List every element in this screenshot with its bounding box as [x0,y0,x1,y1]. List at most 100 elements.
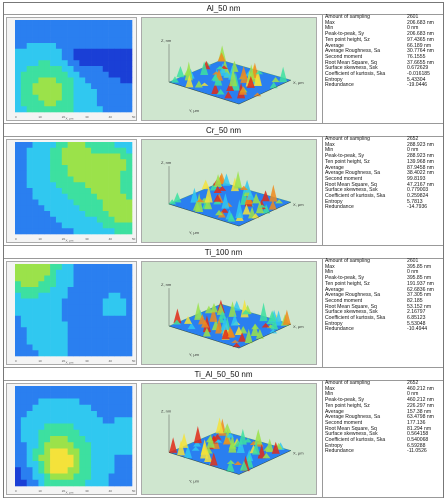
stat-line: Surface skewness, Ssk 0.564158 [325,432,445,438]
svg-text:20: 20 [62,489,66,493]
stat-line: Max 460.212 nm [325,385,445,393]
surface-3d: Z, nm Y, μm X, μm [161,38,304,113]
stat-value: 157.38 nm [407,408,432,415]
stat-value: 30.7764 nm [407,48,434,55]
statistics-panel: Amount of sampling 2652 Max 288.923 nm Min 0 … [322,136,445,245]
stat-value: 53.152 nm [407,303,432,310]
stat-label: Peak-to-peak, Sy [325,31,365,38]
stat-value: -0.016185 [407,71,430,78]
stat-label: Average [325,286,344,293]
stat-value: -19.0446 [407,82,428,89]
stat-line: Average 157.38 nm [325,408,445,416]
stat-line: Coefficient of kurtosis, Ska 0.540068 [325,437,445,444]
heatmap-2d: 0 10 20 30 40 50 X, μm [7,384,136,494]
stat-line: Average 66.189 nm [325,42,445,50]
stat-value: -11.0526 [407,448,427,455]
stat-line: Min 0 nm [325,270,445,276]
stat-value: 0.540068 [407,437,429,444]
stat-line: Second moment 177.136 [325,419,445,427]
stat-label: Second moment [325,419,363,426]
stat-value: 6.85123 [407,315,426,322]
stat-line: Second moment 82.185 [325,297,445,305]
stat-value: 191.937 nm [407,280,434,287]
svg-text:40: 40 [109,359,113,363]
stat-line: Ten point height, Sz 139.968 nm [325,158,445,166]
stat-value: 460.212 nm [407,397,434,404]
stat-value: 288.923 nm [407,141,434,148]
y-axis-label: Y, μm [189,108,200,113]
stat-value: 63.4798 nm [407,414,434,421]
stat-value: 37.6655 nm [407,59,434,66]
stat-label: Root Mean Square, Sq [325,303,377,310]
svg-text:10: 10 [38,237,42,241]
z-axis-label: Z, nm [161,409,172,414]
stat-line: Amount of sampling 2652 [325,136,445,143]
stat-value: 37.305 nm [407,292,432,299]
stat-value: 87.9458 nm [407,164,434,171]
sample-row: 0 10 20 30 40 50 X, μm Z, nm Y, μm X, μm Amount of… [4,258,445,368]
stat-label: Surface skewness, Ssk [325,309,378,316]
z-axis-label: Z, nm [161,38,172,43]
stat-line: Max 288.923 nm [325,141,445,149]
stat-line: Redundance -14.7936 [325,205,445,211]
stat-line: Root Mean Square, Sq 81.294 nm [325,425,445,433]
x-axis-label: X, μm [293,324,304,329]
stat-line: Min 0 nm [325,26,445,32]
stat-label: Surface skewness, Ssk [325,431,378,438]
stat-value: 99.8193 [407,175,426,182]
stat-line: Peak-to-peak, Sy 288.923 nm [325,153,445,160]
stat-label: Second moment [325,53,363,60]
x-axis-label: X, μm [293,451,304,456]
x-axis-label: X, μm [293,202,304,207]
x-axis-label: X, μm [66,361,74,365]
heatmap-panel: 0 10 20 30 40 50 X, μm [6,139,137,243]
y-axis-label: Y, μm [189,352,200,357]
svg-text:0: 0 [15,115,17,119]
x-axis-label: X, μm [293,80,304,85]
stat-line: Entropy 5.43304 [325,77,445,84]
stat-line: Ten point height, Sz 191.937 nm [325,280,445,288]
stat-line: Second moment 76.1555 [325,53,445,61]
stat-line: Surface skewness, Ssk 2.16797 [325,310,445,316]
stat-label: Min [325,269,334,276]
stat-value: 66.189 nm [407,42,432,49]
stat-line: Amount of sampling 2601 [325,14,445,21]
sample-row: 0 10 20 30 40 50 X, μm Z, nm Y, μm X, μm Amount of… [4,136,445,246]
svg-text:50: 50 [132,237,136,241]
stat-value: 460.212 nm [407,385,434,392]
stat-value: 2652 [407,136,419,142]
surface-3d: Z, nm Y, μm X, μm [161,409,304,484]
stat-label: Coefficient of kurtosis, Ska [325,315,386,322]
sample-title: Al_50 nm [4,3,443,15]
stat-value: 2601 [407,14,419,20]
stat-label: Max [325,263,335,270]
stat-label: Redundance [325,448,354,455]
stat-line: Coefficient of kurtosis, Ska 0.259824 [325,193,445,200]
stat-label: Amount of sampling [325,136,371,142]
svg-text:30: 30 [85,489,89,493]
svg-text:30: 30 [85,237,89,241]
stat-label: Max [325,19,335,26]
stat-value: 5.7813 [407,198,423,205]
svg-text:10: 10 [38,359,42,363]
stat-value: 0.672629 [407,65,429,72]
stat-value: 0 nm [407,391,419,398]
stat-label: Ten point height, Sz [325,158,370,165]
stat-line: Peak-to-peak, Sy 395.85 nm [325,275,445,282]
surface-plot-panel: Z, nm Y, μm X, μm [141,383,317,495]
stat-label: Amount of sampling [325,14,371,20]
stat-line: Amount of sampling 2601 [325,258,445,265]
sample-row: 0 10 20 30 40 50 X, μm Z, nm Y, μm X, μm Amount of… [4,380,445,498]
stat-line: Average Roughness, Sa 37.305 nm [325,293,445,299]
stat-value: 0 nm [407,269,419,276]
svg-text:40: 40 [109,115,113,119]
stat-value: 81.294 nm [407,425,432,432]
stat-label: Coefficient of kurtosis, Ska [325,193,386,200]
stat-label: Min [325,391,334,398]
sample-title: Ti_100 nm [4,247,443,259]
stat-line: Ten point height, Sz 226.297 nm [325,403,445,410]
stat-label: Second moment [325,297,363,304]
statistics-panel: Amount of sampling 2601 Max 395.85 nm Min 0 n… [322,258,445,367]
svg-text:10: 10 [38,489,42,493]
svg-text:50: 50 [132,359,136,363]
